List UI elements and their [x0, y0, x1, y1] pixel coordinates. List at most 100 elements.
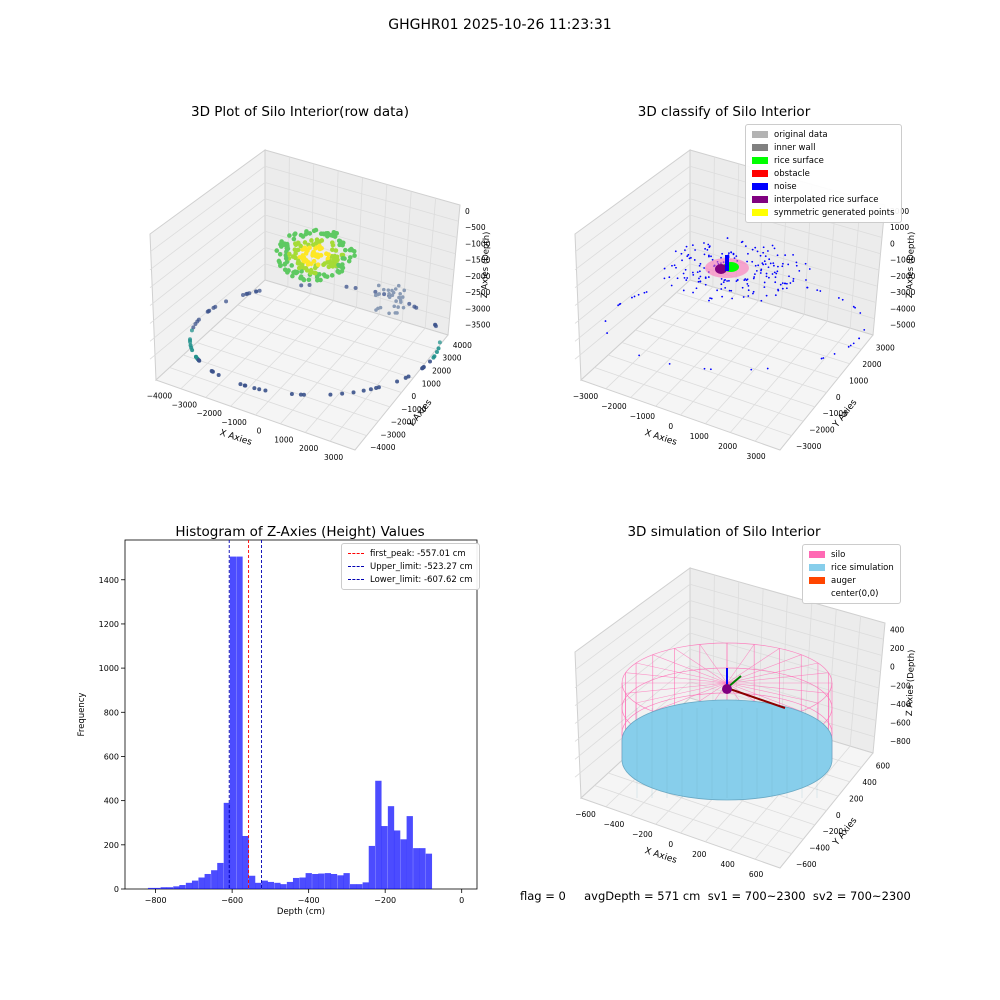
raw-point	[331, 257, 337, 262]
classify-noise-point	[762, 246, 765, 249]
classify-noise-point	[751, 248, 754, 251]
histogram-bar	[406, 816, 413, 889]
raw-point	[289, 392, 294, 397]
sim-grid	[754, 745, 851, 860]
raw-xtick-label: 3000	[324, 453, 343, 462]
histogram-bar	[267, 881, 275, 889]
classify-noise-point	[708, 255, 710, 258]
classify-grid	[689, 247, 877, 303]
raw-point	[254, 289, 259, 294]
panel4-title: 3D simulation of Silo Interior	[627, 524, 821, 540]
classify-xtick-label: −3000	[573, 392, 599, 401]
classify-noise-point	[720, 288, 723, 290]
raw-point	[353, 285, 358, 290]
sim-ztick-label: 0	[890, 663, 895, 672]
classify-ztick-label: −4000	[890, 304, 916, 313]
simulation-legend-swatch	[809, 590, 825, 597]
classify-noise-point	[762, 263, 765, 266]
classify-noise-point	[756, 250, 759, 253]
classify-noise-point	[764, 263, 767, 266]
raw-point	[340, 265, 346, 271]
raw-grid	[149, 214, 266, 306]
histogram-bar	[236, 556, 243, 889]
classify-grid	[754, 327, 851, 442]
classify-ytick-label: 1000	[849, 376, 868, 385]
raw-point	[397, 295, 402, 300]
classify-noise-point	[711, 258, 714, 261]
sim-ytick-label: 400	[862, 778, 877, 787]
classify-grid	[635, 329, 827, 393]
raw-grid	[264, 230, 453, 287]
raw-point	[337, 242, 342, 248]
histogram-legend-item: first_peak: -557.01 cm	[348, 547, 473, 560]
raw-point	[303, 266, 309, 271]
raw-xtick-label: 0	[257, 427, 262, 436]
classify-noise-point	[676, 277, 679, 280]
classify-noise-point	[767, 276, 770, 279]
raw-point	[387, 291, 391, 296]
sim-silo-wire	[636, 662, 728, 684]
classify-noise-point	[703, 367, 706, 370]
classify-noise-point	[710, 255, 712, 258]
simulation-legend-label: rice simulation	[831, 562, 894, 573]
histogram-bar	[160, 887, 167, 889]
classify-noise-point	[776, 254, 779, 257]
classify-noise-point	[806, 286, 809, 289]
raw-point	[314, 237, 320, 242]
sim-silo-wire	[726, 682, 829, 694]
raw-xtick-label: −3000	[172, 400, 198, 409]
classify-grid	[574, 247, 691, 342]
raw-grid	[149, 182, 266, 271]
classify-noise-point	[772, 264, 775, 267]
classify-center-marker	[725, 255, 729, 271]
raw-point	[386, 288, 391, 292]
raw-point	[328, 392, 333, 397]
classify-noise-point	[763, 260, 766, 263]
raw-point	[292, 247, 298, 252]
classify-noise-point	[859, 312, 862, 314]
histogram-bar	[179, 885, 186, 889]
raw-point	[352, 253, 357, 258]
classify-noise-point	[808, 268, 811, 270]
raw-point	[340, 391, 345, 396]
classify-grid	[729, 320, 828, 433]
classify-noise-point	[682, 272, 685, 275]
classify-noise-point	[673, 264, 676, 267]
classify-noise-point	[699, 275, 702, 278]
histogram-ytick-label: 1200	[99, 620, 119, 629]
raw-point	[278, 263, 283, 268]
classify-noise-point	[731, 297, 734, 300]
panel4-legend: silo rice simulation auger center(0,0)	[802, 544, 901, 604]
raw-point	[302, 245, 308, 250]
classify-ztick-label: 0	[890, 239, 895, 248]
sim-auger	[726, 687, 786, 709]
classify-noise-point	[674, 250, 677, 253]
classify-noise-point	[765, 294, 768, 297]
histogram-bar	[242, 835, 249, 889]
raw-point	[392, 304, 397, 309]
histogram-legend: first_peak: -557.01 cm Upper_limit: -523.…	[341, 543, 480, 590]
histogram-bar	[248, 875, 256, 889]
raw-point	[287, 233, 292, 238]
raw-ytick-label: 4000	[453, 341, 472, 350]
raw-point	[306, 277, 312, 283]
classify-noise-point	[726, 237, 729, 239]
classify-noise-point	[680, 252, 683, 255]
status-footer: flag = 0 avgDepth = 571 cm sv1 = 700~230…	[520, 889, 911, 903]
raw-point	[324, 251, 329, 257]
simulation-legend-swatch	[809, 564, 825, 571]
classify-noise-point	[685, 279, 688, 281]
classify-legend-label: noise	[774, 181, 797, 192]
classify-noise-point	[752, 290, 755, 293]
classify-noise-point	[776, 270, 779, 273]
raw-point	[276, 258, 282, 264]
raw-point	[211, 305, 216, 310]
classify-noise-point	[784, 254, 787, 257]
classify-noise-point	[735, 255, 738, 258]
histogram-bar	[292, 877, 300, 889]
classify-noise-point	[752, 292, 754, 295]
classify-noise-point	[684, 268, 687, 271]
histogram-bar	[147, 887, 155, 889]
classify-noise-point	[759, 272, 762, 274]
raw-point	[395, 311, 399, 315]
